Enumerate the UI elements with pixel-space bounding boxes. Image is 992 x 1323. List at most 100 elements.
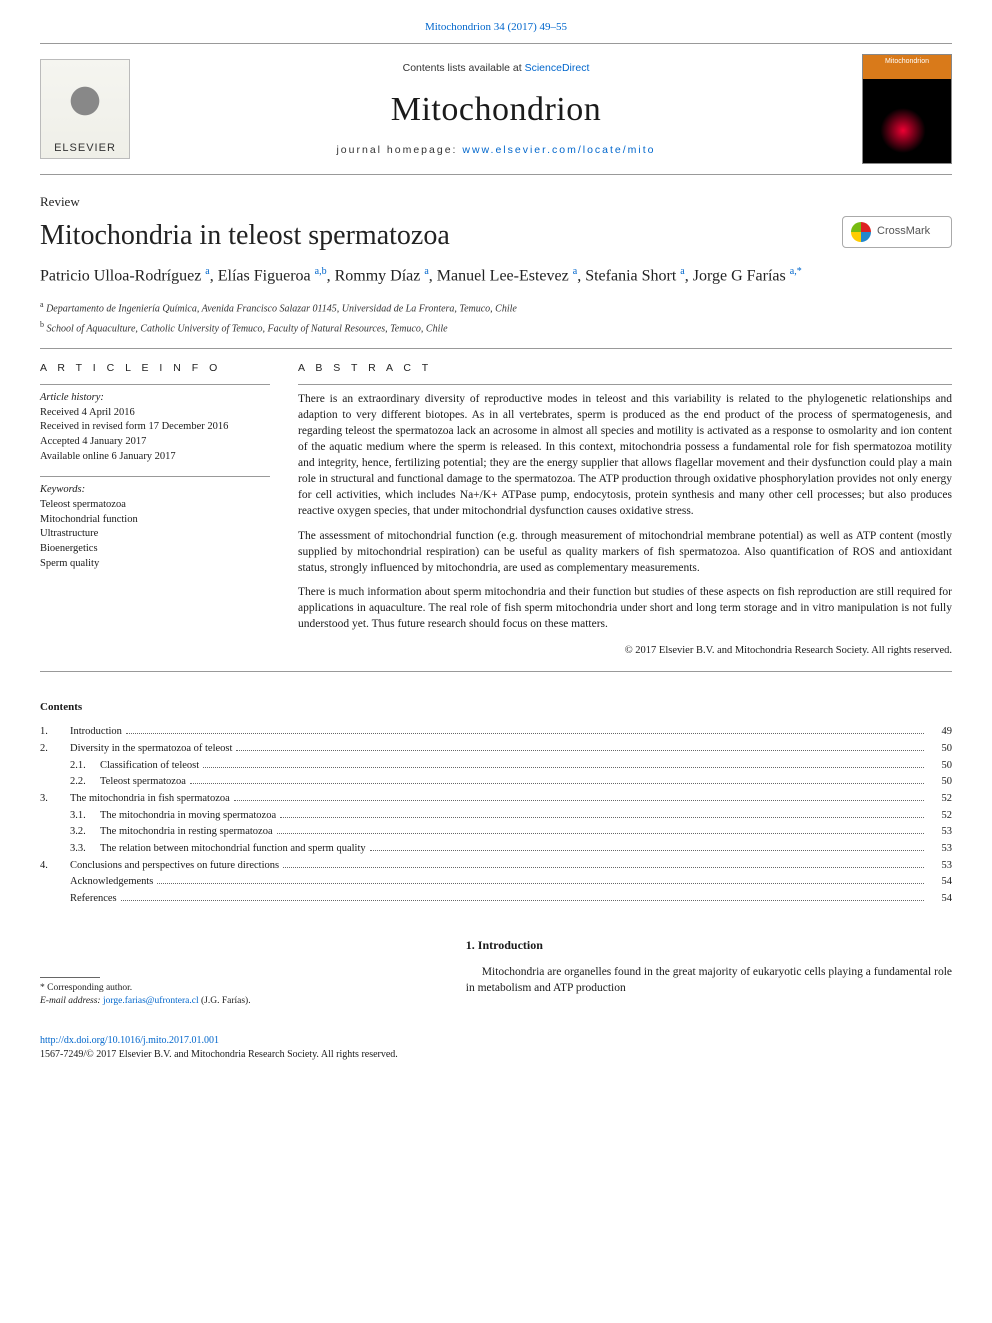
article-title: Mitochondria in teleost spermatozoa	[40, 216, 450, 255]
toc-dots	[234, 800, 924, 801]
toc-row[interactable]: 2.Diversity in the spermatozoa of teleos…	[40, 742, 952, 757]
intro-paragraph: Mitochondria are organelles found in the…	[466, 964, 952, 996]
footnote-column: * Corresponding author. E-mail address: …	[40, 937, 438, 1009]
toc-dots	[370, 850, 924, 851]
email-label: E-mail address:	[40, 996, 103, 1006]
abstract-copyright: © 2017 Elsevier B.V. and Mitochondria Re…	[298, 644, 952, 659]
toc-row[interactable]: 2.2.Teleost spermatozoa50	[40, 775, 952, 790]
citation: Mitochondrion 34 (2017) 49–55	[40, 20, 952, 35]
email-link[interactable]: jorge.farias@ufrontera.cl	[103, 996, 199, 1006]
keyword: Teleost spermatozoa	[40, 498, 270, 513]
rule	[40, 348, 952, 349]
toc-row[interactable]: 3.3.The relation between mitochondrial f…	[40, 842, 952, 857]
toc-dots	[203, 767, 924, 768]
abstract-text: There is an extraordinary diversity of r…	[298, 384, 952, 632]
header-center: Contents lists available at ScienceDirec…	[130, 61, 862, 158]
toc-row[interactable]: 2.1.Classification of teleost 50	[40, 759, 952, 774]
toc-page: 49	[928, 725, 952, 740]
homepage-pre: journal homepage:	[336, 144, 462, 156]
homepage-line: journal homepage: www.elsevier.com/locat…	[130, 143, 862, 158]
toc-number: 3.2.	[40, 825, 100, 840]
section-1-heading: 1. Introduction	[466, 937, 952, 954]
keyword: Sperm quality	[40, 557, 270, 572]
intro-column: 1. Introduction Mitochondria are organel…	[466, 937, 952, 1009]
toc-dots	[236, 750, 924, 751]
article-info-heading: A R T I C L E I N F O	[40, 361, 270, 376]
toc-row[interactable]: 4.Conclusions and perspectives on future…	[40, 859, 952, 874]
toc-page: 50	[928, 759, 952, 774]
toc-title: Conclusions and perspectives on future d…	[70, 859, 279, 874]
affiliation: b School of Aquaculture, Catholic Univer…	[40, 319, 952, 336]
toc-dots	[190, 783, 924, 784]
keyword: Mitochondrial function	[40, 513, 270, 528]
toc-page: 50	[928, 775, 952, 790]
toc-title: Acknowledgements	[70, 875, 153, 890]
toc-row[interactable]: 3.2.The mitochondria in resting spermato…	[40, 825, 952, 840]
journal-header: ELSEVIER Contents lists available at Sci…	[40, 43, 952, 175]
toc-page: 53	[928, 859, 952, 874]
toc-number: 3.1.	[40, 809, 100, 824]
toc-dots	[121, 900, 924, 901]
contents-line: Contents lists available at ScienceDirec…	[130, 61, 862, 76]
table-of-contents: 1.Introduction 49 2.Diversity in the sperm…	[40, 725, 952, 907]
toc-title: The mitochondria in resting spermatozoa	[100, 825, 273, 840]
abstract-paragraph: There is much information about sperm mi…	[298, 584, 952, 632]
toc-page: 53	[928, 842, 952, 857]
toc-title: Introduction	[70, 725, 122, 740]
abstract-paragraph: The assessment of mitochondrial function…	[298, 528, 952, 576]
toc-page: 54	[928, 892, 952, 907]
rule	[40, 671, 952, 672]
article-type: Review	[40, 193, 952, 211]
contents-pre: Contents lists available at	[403, 62, 525, 74]
history-line: Received 4 April 2016	[40, 406, 270, 421]
toc-row[interactable]: 3.The mitochondria in fish spermatozoa52	[40, 792, 952, 807]
toc-page: 54	[928, 875, 952, 890]
toc-title: The mitochondria in fish spermatozoa	[70, 792, 230, 807]
keywords-label: Keywords:	[40, 483, 270, 498]
history-line: Accepted 4 January 2017	[40, 435, 270, 450]
keyword: Ultrastructure	[40, 527, 270, 542]
toc-number: 1.	[40, 725, 70, 740]
keywords-block: Keywords: Teleost spermatozoaMitochondri…	[40, 476, 270, 571]
toc-row[interactable]: Acknowledgements 54	[40, 875, 952, 890]
toc-page: 52	[928, 809, 952, 824]
keyword: Bioenergetics	[40, 542, 270, 557]
elsevier-tree-icon	[55, 77, 115, 137]
contents-heading: Contents	[40, 700, 952, 715]
toc-number: 2.1.	[40, 759, 100, 774]
toc-title: The relation between mitochondrial funct…	[100, 842, 366, 857]
toc-page: 53	[928, 825, 952, 840]
email-footnote: E-mail address: jorge.farias@ufrontera.c…	[40, 995, 438, 1008]
article-info-column: A R T I C L E I N F O Article history: R…	[40, 361, 270, 659]
toc-dots	[157, 883, 924, 884]
affiliation: a Departamento de Ingeniería Química, Av…	[40, 299, 952, 316]
publisher-name: ELSEVIER	[54, 141, 116, 156]
crossmark-label: CrossMark	[877, 224, 930, 239]
toc-title: References	[70, 892, 117, 907]
toc-dots	[277, 833, 924, 834]
footer-copyright: 1567-7249/© 2017 Elsevier B.V. and Mitoc…	[40, 1049, 398, 1060]
crossmark-icon	[851, 222, 871, 242]
toc-dots	[126, 733, 924, 734]
sciencedirect-link[interactable]: ScienceDirect	[525, 62, 590, 74]
toc-row[interactable]: 3.1.The mitochondria in moving spermatoz…	[40, 809, 952, 824]
history-label: Article history:	[40, 391, 270, 406]
toc-row[interactable]: 1.Introduction 49	[40, 725, 952, 740]
toc-number: 4.	[40, 859, 70, 874]
toc-title: Classification of teleost	[100, 759, 199, 774]
crossmark-badge[interactable]: CrossMark	[842, 216, 952, 248]
history-line: Received in revised form 17 December 201…	[40, 420, 270, 435]
homepage-link[interactable]: www.elsevier.com/locate/mito	[462, 144, 655, 156]
abstract-heading: A B S T R A C T	[298, 361, 952, 376]
toc-title: The mitochondria in moving spermatozoa	[100, 809, 276, 824]
toc-title: Diversity in the spermatozoa of teleost	[70, 742, 232, 757]
page-footer: http://dx.doi.org/10.1016/j.mito.2017.01…	[40, 1034, 952, 1062]
abstract-column: A B S T R A C T There is an extraordinar…	[298, 361, 952, 659]
doi-link[interactable]: http://dx.doi.org/10.1016/j.mito.2017.01…	[40, 1035, 219, 1046]
publisher-logo: ELSEVIER	[40, 59, 130, 159]
toc-number: 2.2.	[40, 775, 100, 790]
corresponding-footnote: * Corresponding author.	[40, 982, 438, 995]
toc-number: 2.	[40, 742, 70, 757]
toc-page: 50	[928, 742, 952, 757]
toc-row[interactable]: References 54	[40, 892, 952, 907]
